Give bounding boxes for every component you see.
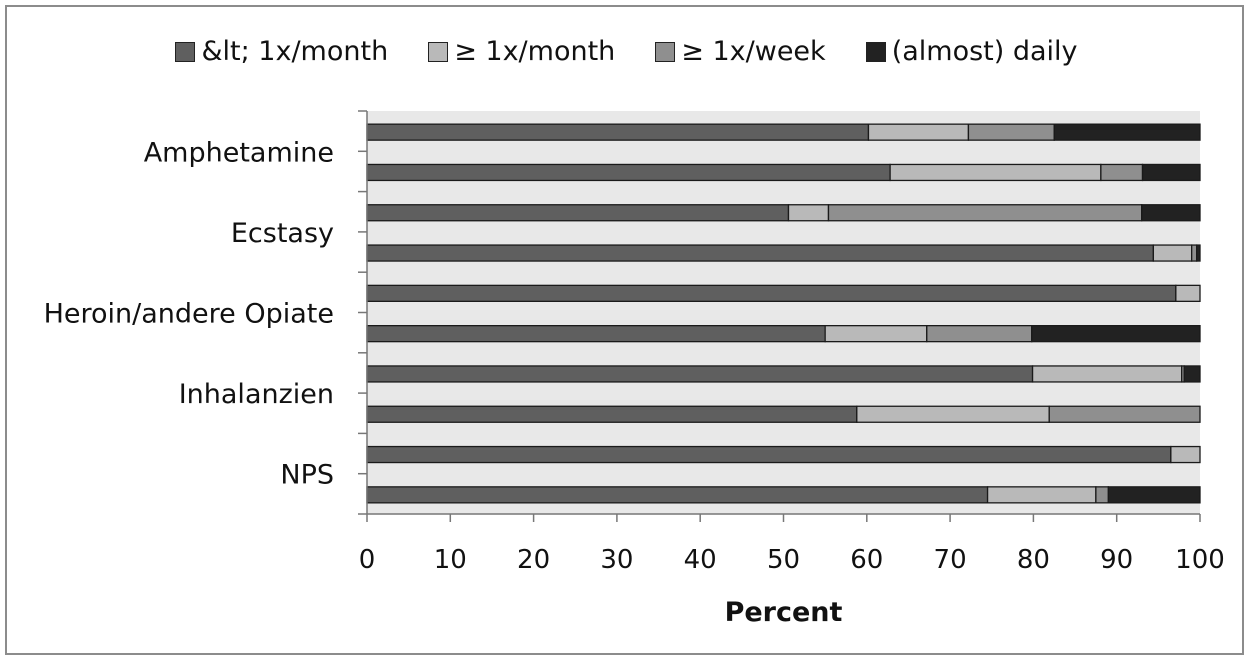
bar-segment: [1196, 244, 1201, 262]
bar-segment: [1170, 445, 1201, 464]
bar-segment: [1048, 405, 1201, 423]
bar-segment: [366, 204, 790, 222]
bar-segment: [1152, 244, 1193, 262]
y-category-label: Ecstasy: [231, 218, 334, 249]
legend-label: &lt; 1x/month: [201, 36, 389, 67]
bar-segment: [1031, 365, 1183, 383]
bar-segment: [366, 244, 1155, 262]
x-tick-label: 20: [517, 545, 550, 575]
bar-segment: [1183, 365, 1201, 383]
bar-segment: [1107, 486, 1201, 504]
bar-segment: [1053, 123, 1201, 141]
x-tick-label: 0: [359, 545, 376, 575]
bar-segment: [366, 284, 1177, 303]
bar-segment: [1100, 163, 1144, 182]
bar-segment: [366, 163, 891, 182]
legend-label: ≥ 1x/week: [681, 36, 826, 67]
y-category-label: NPS: [280, 460, 334, 491]
bar-segment: [967, 123, 1055, 141]
bar-segment: [867, 123, 970, 141]
bar-segment: [986, 486, 1097, 504]
y-category-label: Heroin/andere Opiate: [44, 299, 334, 330]
legend-item-ge-1x-week: ≥ 1x/week: [655, 36, 826, 67]
bar-segment: [889, 163, 1102, 182]
bar-segment: [926, 324, 1033, 343]
bar-segment: [1031, 324, 1201, 343]
bar-segment: [1095, 486, 1110, 504]
x-tick-label: 60: [850, 545, 883, 575]
bar-segment: [1141, 163, 1201, 182]
legend-item-ge-1x-month: ≥ 1x/month: [428, 36, 615, 67]
x-tick-label: 30: [600, 545, 633, 575]
bar-segment: [366, 123, 870, 141]
x-tick-label: 10: [434, 545, 467, 575]
bar-segment: [366, 445, 1172, 464]
legend-item-almost-daily: (almost) daily: [865, 36, 1078, 67]
legend-item-lt-1x-month: &lt; 1x/month: [175, 36, 388, 67]
bar-segment: [366, 486, 989, 504]
bar-segment: [366, 405, 858, 423]
bar-segment: [787, 204, 830, 222]
bar-segment: [856, 405, 1050, 423]
bar-segment: [827, 204, 1143, 222]
bar-segment: [1141, 204, 1201, 222]
x-tick-label: 40: [684, 545, 717, 575]
x-tick-label: 100: [1175, 545, 1225, 575]
y-category-label: Inhalanzien: [179, 379, 334, 410]
legend-label: (almost) daily: [891, 36, 1078, 67]
x-tick-label: 80: [1017, 545, 1050, 575]
legend-swatch: [655, 41, 676, 62]
legend-label: ≥ 1x/month: [454, 36, 616, 67]
bar-segment: [1191, 244, 1198, 262]
x-tick-label: 90: [1100, 545, 1133, 575]
bar-segment: [366, 365, 1034, 383]
bar-segment: [1175, 284, 1201, 303]
x-axis-title: Percent: [725, 597, 843, 628]
legend-swatch: [865, 41, 886, 62]
legend: &lt; 1x/month ≥ 1x/month ≥ 1x/week (almo…: [0, 36, 1253, 67]
legend-swatch: [428, 41, 449, 62]
bar-segment: [824, 324, 928, 343]
bar-segment: [366, 324, 826, 343]
x-tick-label: 50: [767, 545, 800, 575]
legend-swatch: [175, 41, 196, 62]
x-tick-label: 70: [934, 545, 967, 575]
y-category-label: Amphetamine: [144, 137, 334, 168]
